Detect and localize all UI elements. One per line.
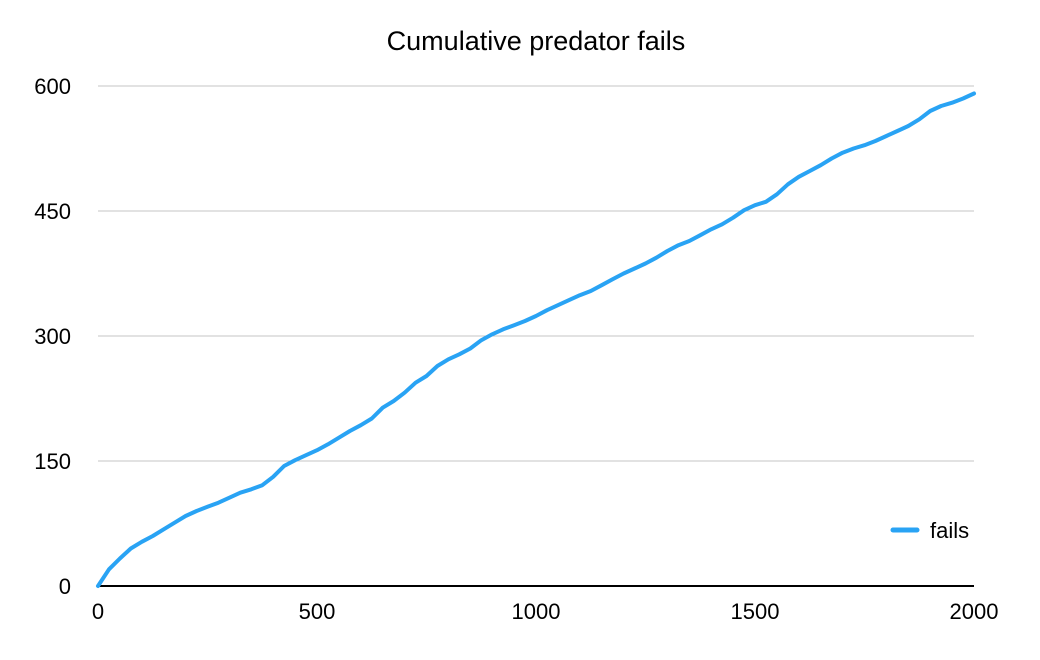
legend-label-fails: fails (930, 518, 969, 543)
x-tick-label-500: 500 (299, 599, 336, 624)
x-tick-label-1000: 1000 (512, 599, 561, 624)
y-tick-label-600: 600 (34, 74, 71, 99)
x-tick-label-0: 0 (92, 599, 104, 624)
tick-labels: 0 150 300 450 600 0 500 1000 1500 2000 (34, 74, 998, 624)
gridlines (98, 85, 974, 462)
series-layer (96, 91, 976, 588)
chart-title: Cumulative predator fails (387, 26, 686, 56)
x-tick-label-1500: 1500 (731, 599, 780, 624)
series-line-fails (96, 91, 976, 588)
x-tick-label-2000: 2000 (950, 599, 999, 624)
y-tick-label-0: 0 (59, 574, 71, 599)
legend: fails (890, 518, 969, 543)
y-tick-label-450: 450 (34, 199, 71, 224)
y-tick-label-150: 150 (34, 449, 71, 474)
y-tick-label-300: 300 (34, 324, 71, 349)
